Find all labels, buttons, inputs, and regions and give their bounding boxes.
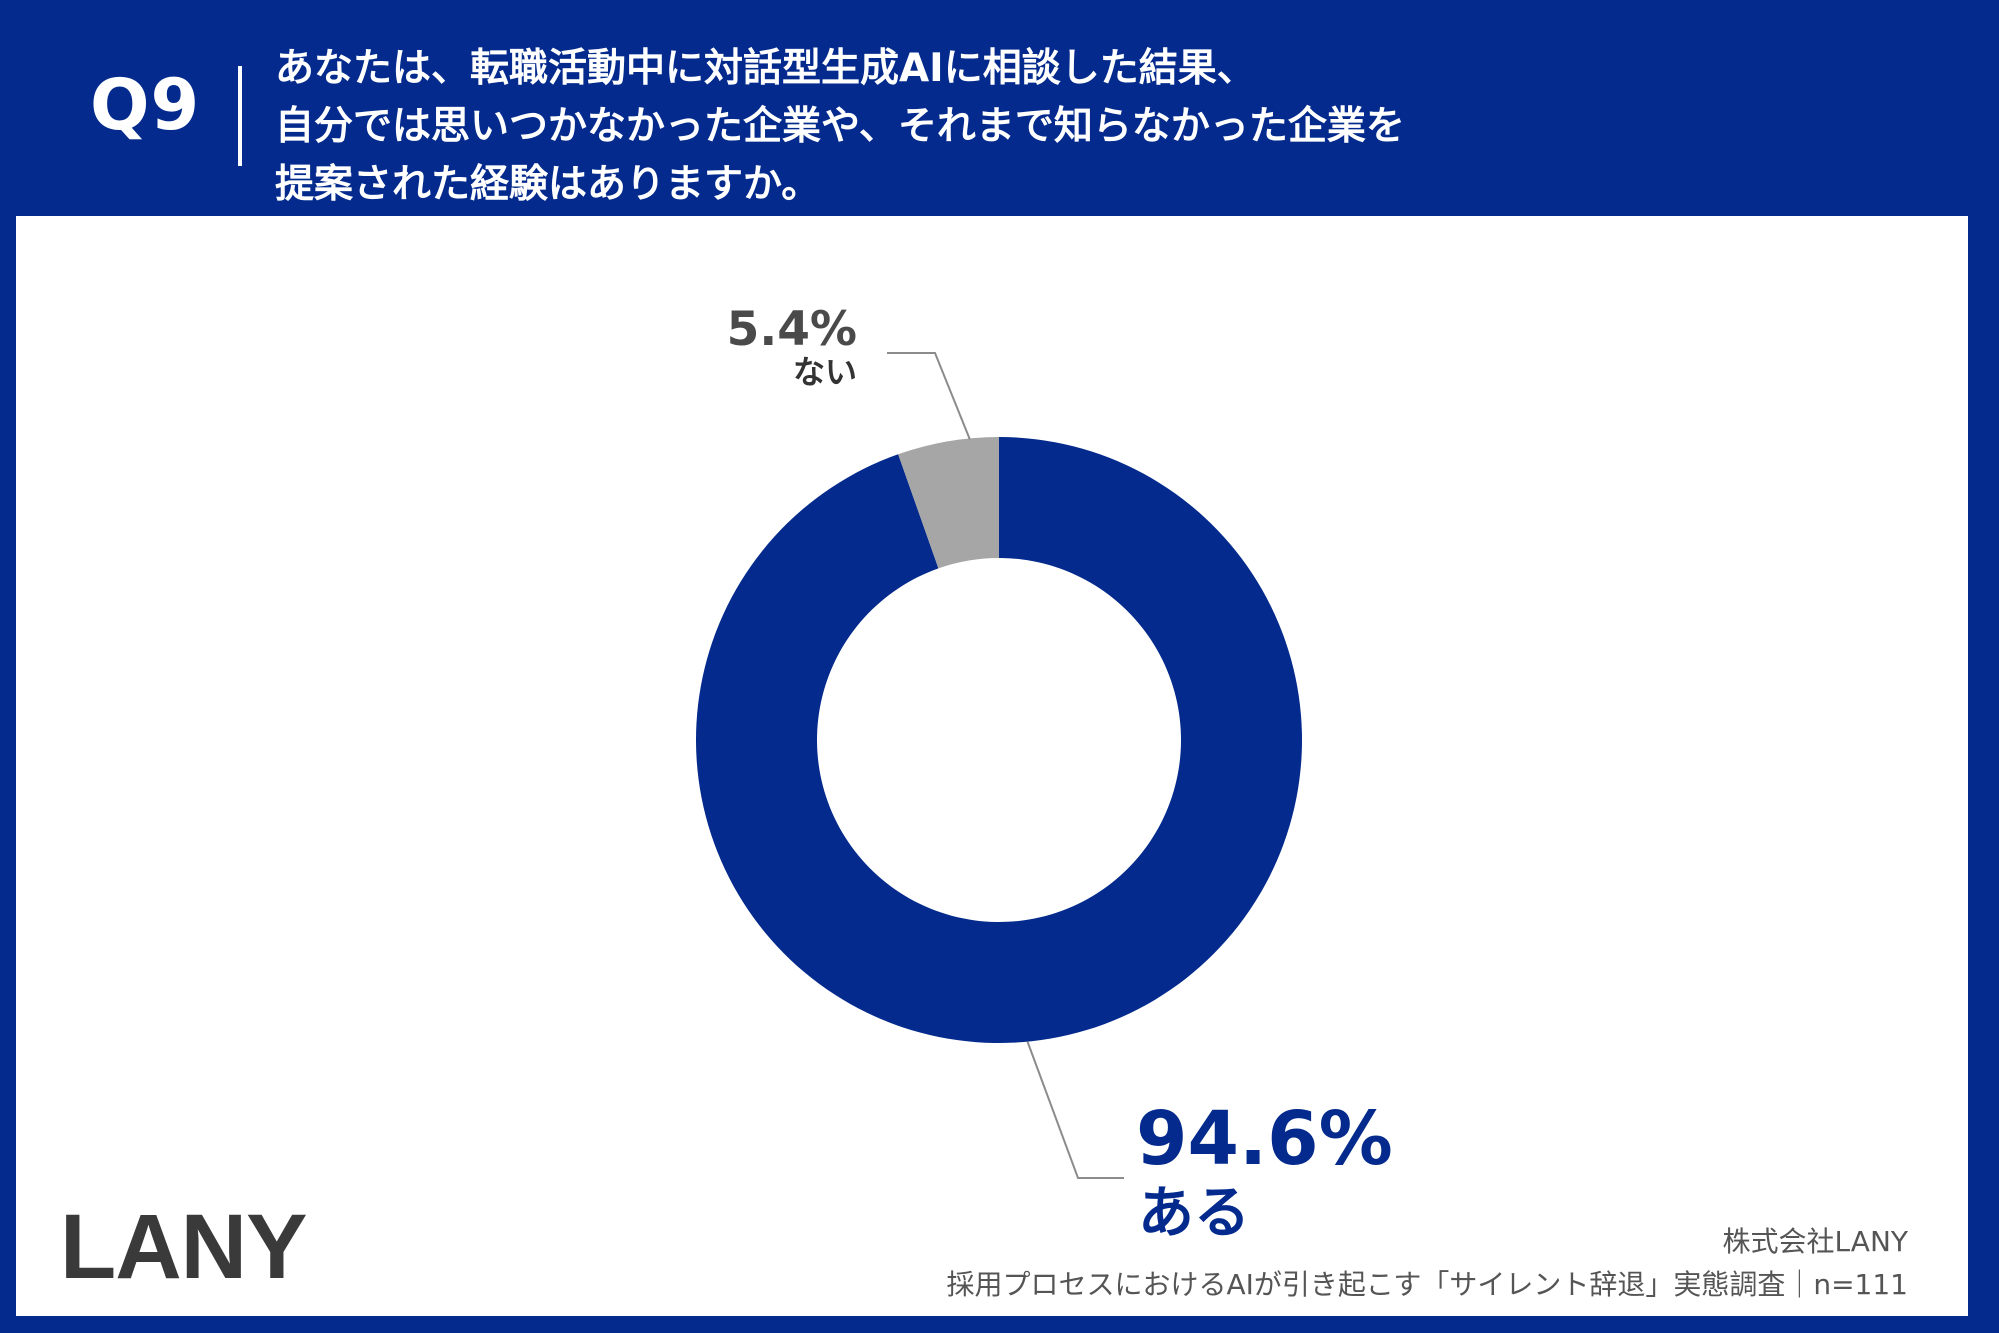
question-line-1: あなたは、転職活動中に対話型生成AIに相談した結果、 <box>275 46 1256 91</box>
leader-line-yes <box>1026 1041 1124 1179</box>
donut-slice-0 <box>696 437 1302 1043</box>
slice-label-no-value: 5.4% <box>726 302 857 357</box>
donut-slice-1 <box>898 437 999 569</box>
question-text: あなたは、転職活動中に対話型生成AIに相談した結果、 自分では思いつかなかった企… <box>275 40 1955 214</box>
question-line-3: 提案された経験はありますか。 <box>275 162 821 207</box>
donut-chart <box>696 352 1302 1179</box>
question-line-2: 自分では思いつかなかった企業や、それまで知らなかった企業を <box>275 104 1405 149</box>
slice-label-yes-value: 94.6% <box>1136 1096 1393 1182</box>
slice-label-yes-name: ある <box>1138 1181 1250 1246</box>
source-note: 採用プロセスにおけるAIが引き起こす「サイレント辞退」実態調査｜n=111 <box>946 1268 1908 1301</box>
company-name: 株式会社LANY <box>1722 1225 1908 1258</box>
header-bar: Q9 あなたは、転職活動中に対話型生成AIに相談した結果、 自分では思いつかなか… <box>0 0 1999 216</box>
slice-label-no-name: ない <box>792 353 857 391</box>
leader-line-no <box>887 352 971 440</box>
lany-logo: LANY <box>60 1196 307 1298</box>
header-divider <box>238 66 242 166</box>
question-number: Q9 <box>90 64 201 146</box>
chart-panel: 5.4% ない 94.6% ある LANY 株式会社LANY 採用プロセスにおけ… <box>16 216 1968 1316</box>
